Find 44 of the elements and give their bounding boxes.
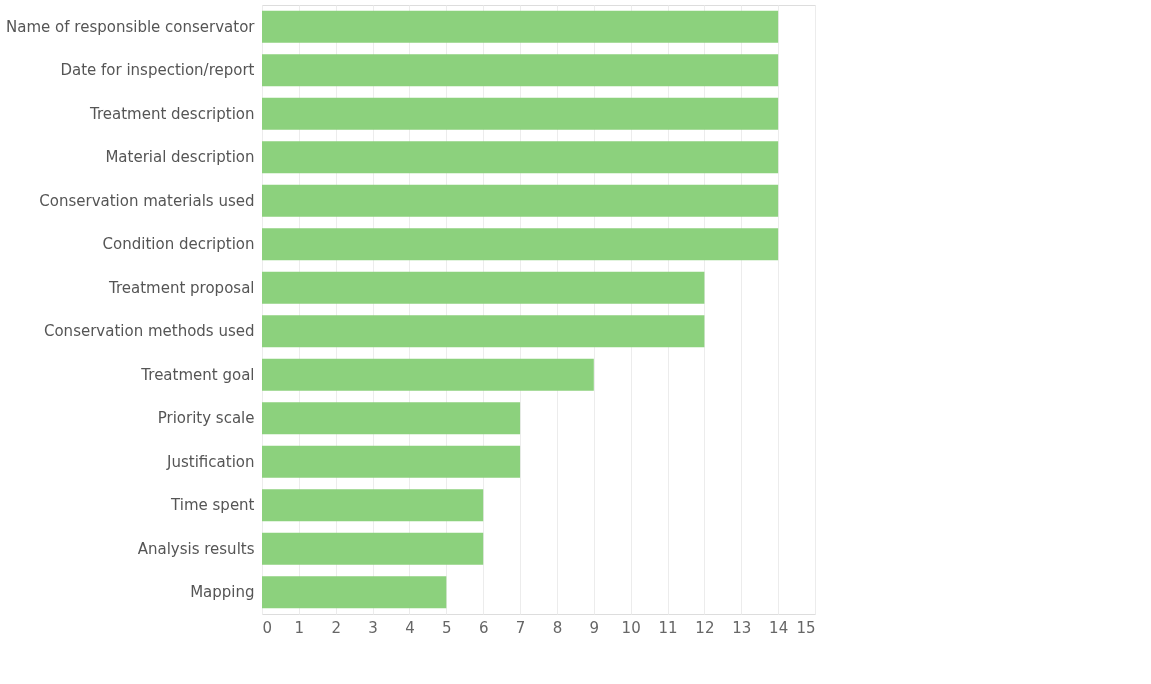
x-tick-label: 2 bbox=[331, 618, 342, 637]
x-tick-label: 9 bbox=[589, 618, 600, 637]
bar bbox=[262, 532, 484, 565]
x-tick-label: 12 bbox=[695, 618, 715, 637]
bar bbox=[262, 402, 521, 435]
x-tick-label: 11 bbox=[658, 618, 678, 637]
bar bbox=[262, 10, 779, 43]
x-tick-label: 8 bbox=[552, 618, 563, 637]
bar bbox=[262, 141, 779, 174]
y-tick-label: Condition decription bbox=[102, 235, 255, 254]
y-tick-label: Treatment proposal bbox=[107, 278, 255, 297]
y-tick-label: Analysis results bbox=[137, 539, 255, 558]
y-tick-label: Conservation materials used bbox=[39, 191, 255, 210]
x-tick-label: 14 bbox=[769, 618, 789, 637]
bar bbox=[262, 315, 705, 348]
x-tick-label: 4 bbox=[405, 618, 415, 637]
bar bbox=[262, 445, 521, 478]
bar bbox=[262, 97, 779, 130]
y-tick-label: Time spent bbox=[170, 496, 255, 515]
bar bbox=[262, 271, 705, 304]
y-tick-label: Mapping bbox=[190, 583, 255, 602]
y-tick-label: Treatment description bbox=[89, 104, 255, 123]
y-tick-label: Material description bbox=[105, 148, 255, 167]
bar bbox=[262, 358, 594, 391]
x-tick-label: 6 bbox=[478, 618, 489, 637]
x-tick-label: 0 bbox=[262, 618, 273, 637]
y-tick-label: Priority scale bbox=[157, 409, 255, 428]
y-tick-label: Date for inspection/report bbox=[60, 61, 255, 80]
x-tick-label: 7 bbox=[515, 618, 526, 637]
bar bbox=[262, 576, 447, 609]
x-tick-label: 10 bbox=[621, 618, 641, 637]
x-tick-label: 13 bbox=[732, 618, 752, 637]
y-tick-label: Name of responsible conservator bbox=[6, 17, 256, 36]
y-tick-label: Justification bbox=[166, 452, 255, 471]
y-tick-label: Treatment goal bbox=[140, 365, 255, 384]
bar bbox=[262, 184, 779, 217]
bar bbox=[262, 489, 484, 522]
x-tick-label: 1 bbox=[294, 618, 305, 637]
y-tick-label: Conservation methods used bbox=[43, 322, 255, 341]
x-tick-label: 5 bbox=[442, 618, 452, 637]
x-tick-label: 15 bbox=[796, 618, 816, 637]
bar bbox=[262, 54, 779, 87]
bar bbox=[262, 228, 779, 261]
x-tick-label: 3 bbox=[368, 618, 378, 637]
